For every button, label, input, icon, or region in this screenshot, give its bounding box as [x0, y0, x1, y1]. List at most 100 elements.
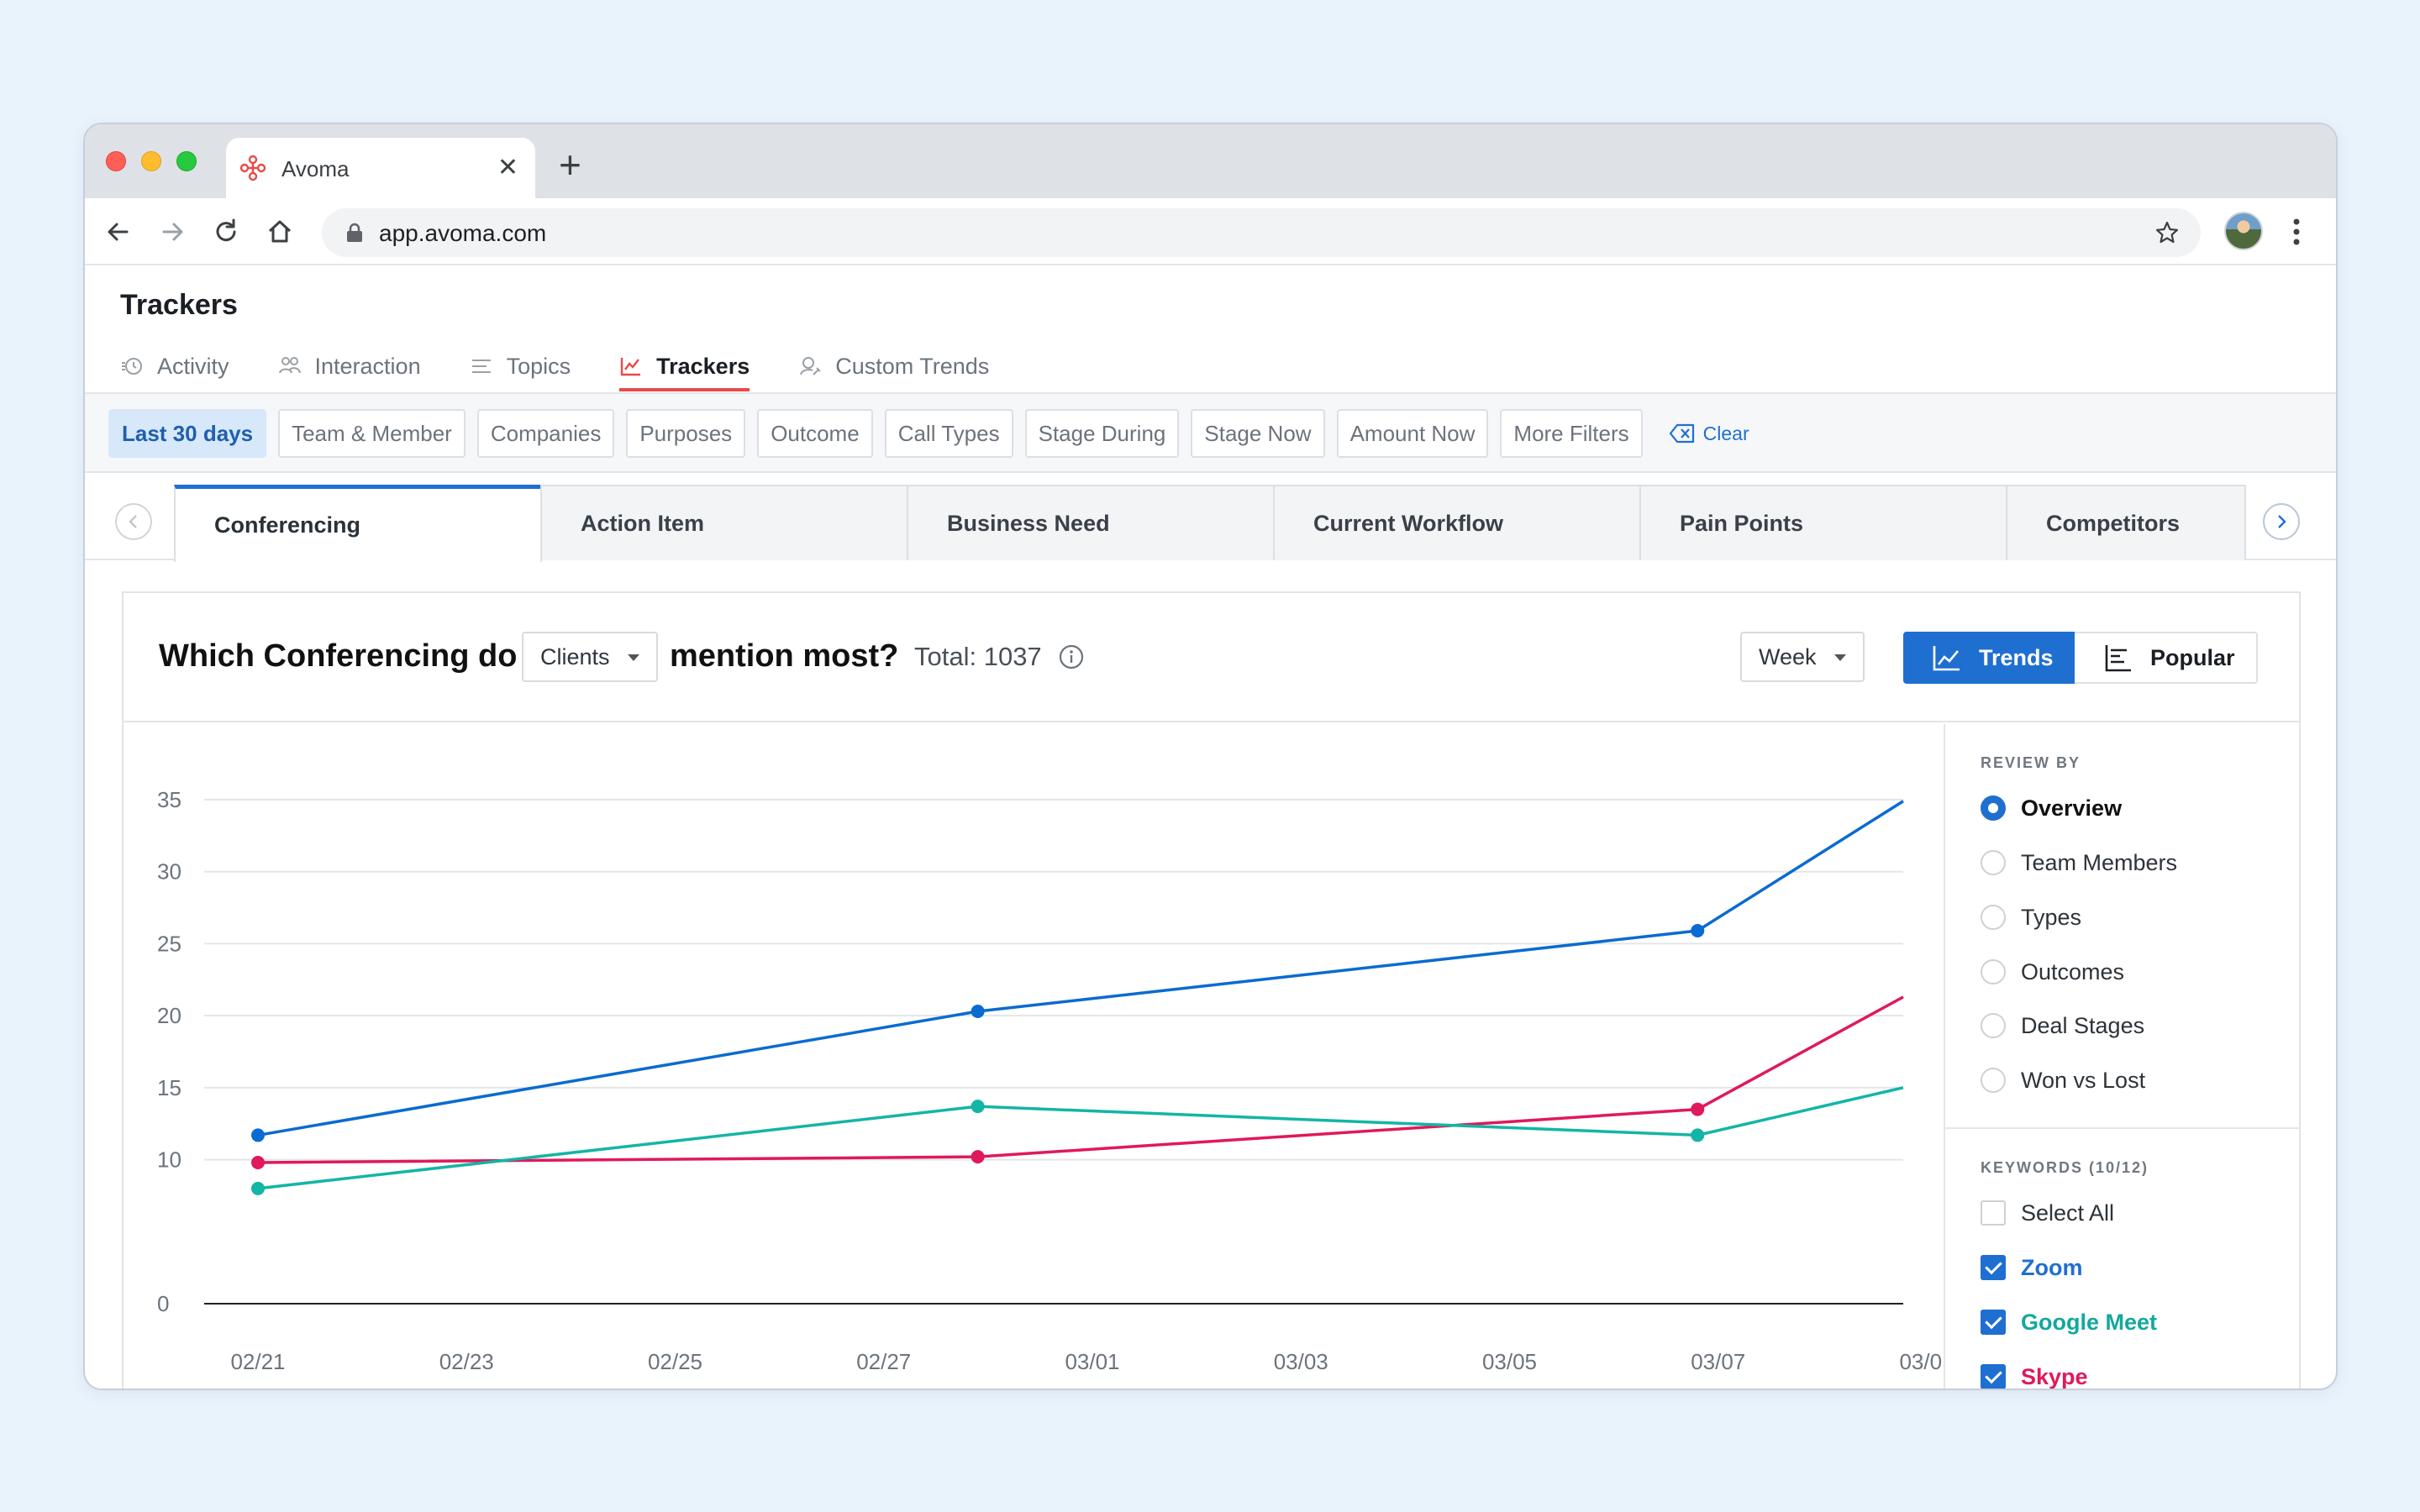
minimize-window-button[interactable]	[141, 151, 161, 171]
trend-chart: 0 10 15 20 25 30 35 02/21 02/23 02/25 02/27 03/01 03…	[124, 724, 1942, 1389]
radio[interactable]	[1981, 850, 2006, 875]
filter-more-filters[interactable]: More Filters	[1500, 409, 1643, 458]
keyword-label: Zoom	[2021, 1254, 2083, 1280]
review-option-overview[interactable]: Overview	[1981, 791, 2122, 825]
option-label: Types	[2021, 904, 2082, 930]
tab-trackers[interactable]: Trackers	[619, 344, 750, 391]
caret-down-icon	[1834, 654, 1846, 661]
audience-select-value: Clients	[540, 643, 610, 669]
line-chart-icon	[1933, 646, 1960, 671]
tab-activity[interactable]: Activity	[120, 344, 229, 388]
filter-stage-during[interactable]: Stage During	[1024, 409, 1180, 458]
keyword-tab-conferencing[interactable]: Conferencing	[174, 485, 542, 562]
option-label: Deal Stages	[2021, 1012, 2145, 1038]
review-option-team-members[interactable]: Team Members	[1981, 846, 2177, 879]
keyword-zoom[interactable]: Zoom	[1981, 1251, 2083, 1284]
close-tab-icon[interactable]: ✕	[497, 154, 518, 181]
keyword-tab-current-workflow[interactable]: Current Workflow	[1273, 485, 1641, 560]
radio[interactable]	[1981, 1013, 2006, 1038]
data-point	[1691, 1102, 1705, 1116]
tab-title: Avoma	[281, 156, 350, 181]
keyword-select-all[interactable]: Select All	[1981, 1196, 2114, 1230]
popular-view-button[interactable]: Popular	[2075, 632, 2258, 684]
keyword-label: Google Meet	[2021, 1309, 2158, 1335]
radio[interactable]	[1981, 959, 2006, 984]
x-tick-label: 03/07	[1691, 1349, 1745, 1374]
browser-tab[interactable]: Avoma ✕	[226, 138, 535, 198]
keyword-tab-action-item[interactable]: Action Item	[540, 485, 908, 560]
clear-icon	[1669, 423, 1694, 444]
y-tick-label: 20	[157, 1003, 182, 1028]
maximize-window-button[interactable]	[176, 151, 197, 171]
option-label: Team Members	[2021, 849, 2178, 875]
clear-filters-button[interactable]: Clear	[1669, 409, 1749, 458]
filter-team-member[interactable]: Team & Member	[278, 409, 466, 458]
keyword-tab-competitors[interactable]: Competitors	[2006, 485, 2246, 560]
reload-icon[interactable]	[209, 215, 243, 249]
x-tick-label: 02/25	[648, 1349, 702, 1374]
tab-custom-trends[interactable]: Custom Trends	[798, 344, 989, 388]
trends-view-button[interactable]: Trends	[1903, 632, 2075, 684]
data-point	[971, 1150, 985, 1164]
section-nav: Activity Interaction Topics Trackers Cus…	[120, 344, 1038, 391]
review-option-outcomes[interactable]: Outcomes	[1981, 955, 2124, 989]
checkbox-checked[interactable]	[1981, 1310, 2006, 1335]
x-tick-label: 02/27	[856, 1349, 911, 1374]
info-icon[interactable]	[1058, 643, 1085, 670]
filter-purposes[interactable]: Purposes	[626, 409, 746, 458]
chevron-left-icon	[129, 515, 137, 528]
filter-outcome[interactable]: Outcome	[757, 409, 873, 458]
bar-chart-icon	[2105, 645, 2131, 672]
forward-icon[interactable]	[155, 215, 189, 249]
back-icon[interactable]	[102, 215, 135, 249]
audience-select[interactable]: Clients	[522, 632, 658, 682]
filter-date-range[interactable]: Last 30 days	[108, 409, 267, 458]
data-point	[971, 1005, 985, 1018]
filter-amount-now[interactable]: Amount Now	[1336, 409, 1489, 458]
series-line-zoom	[257, 800, 1904, 1137]
trends-card: Which Conferencing do Clients mention mo…	[122, 591, 2301, 1389]
keyword-tab-business-need[interactable]: Business Need	[907, 485, 1275, 560]
scroll-left-button[interactable]	[115, 503, 152, 540]
review-option-deal-stages[interactable]: Deal Stages	[1981, 1009, 2144, 1042]
period-select[interactable]: Week	[1740, 632, 1865, 682]
review-by-label: REVIEW BY	[1981, 754, 2081, 771]
filter-stage-now[interactable]: Stage Now	[1191, 409, 1325, 458]
checkbox[interactable]	[1981, 1200, 2006, 1226]
review-option-types[interactable]: Types	[1981, 900, 2081, 934]
bookmark-star-icon[interactable]	[2154, 219, 2181, 246]
filter-bar: Last 30 days Team & Member Companies Pur…	[85, 394, 2336, 473]
scroll-right-button[interactable]	[2263, 503, 2300, 540]
review-option-won-vs-lost[interactable]: Won vs Lost	[1981, 1063, 2145, 1097]
filter-call-types[interactable]: Call Types	[884, 409, 1013, 458]
review-panel: REVIEW BY Overview Team Members Types Ou…	[1944, 724, 2301, 1389]
filter-companies[interactable]: Companies	[476, 409, 615, 458]
tab-label: Activity	[157, 353, 229, 379]
tab-interaction[interactable]: Interaction	[278, 344, 421, 388]
home-icon[interactable]	[263, 215, 297, 249]
radio-selected[interactable]	[1981, 795, 2006, 821]
tab-label: Topics	[506, 353, 571, 379]
profile-avatar[interactable]	[2224, 212, 2263, 250]
radio[interactable]	[1981, 905, 2006, 930]
keyword-google-meet[interactable]: Google Meet	[1981, 1305, 2157, 1339]
card-header: Which Conferencing do Clients mention mo…	[124, 593, 2299, 722]
checkbox-checked[interactable]	[1981, 1364, 2006, 1389]
y-tick-label: 30	[157, 859, 182, 885]
close-window-button[interactable]	[106, 151, 126, 171]
new-tab-button[interactable]: +	[559, 143, 581, 186]
option-label: Outcomes	[2021, 958, 2125, 984]
tab-label: Interaction	[314, 353, 421, 379]
keyword-label: Select All	[2021, 1200, 2115, 1226]
y-tick-label: 10	[157, 1147, 182, 1173]
activity-icon	[122, 358, 142, 375]
series-line-skype	[257, 995, 1904, 1164]
address-bar[interactable]: app.avoma.com	[322, 208, 2201, 257]
checkbox-checked[interactable]	[1981, 1255, 2006, 1280]
keyword-tab-pain-points[interactable]: Pain Points	[1639, 485, 2007, 560]
keyword-tabs: Conferencing Action Item Business Need C…	[85, 475, 2336, 562]
radio[interactable]	[1981, 1068, 2006, 1093]
keyword-skype[interactable]: Skype	[1981, 1360, 2088, 1389]
browser-menu-icon[interactable]	[2292, 217, 2301, 247]
tab-topics[interactable]: Topics	[470, 344, 571, 388]
